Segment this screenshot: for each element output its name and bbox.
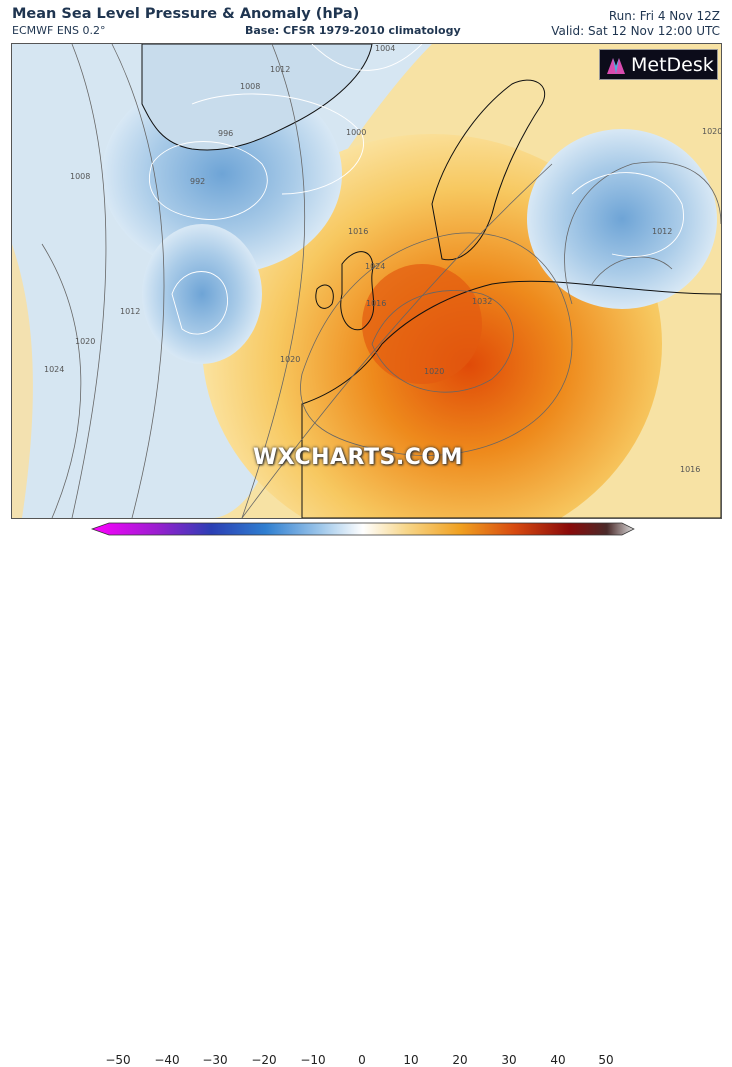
isobars-white [149,44,684,335]
isobar-label: 1000 [346,128,366,137]
colorbar-tick: −10 [300,1053,326,1067]
isobar-label: 996 [218,129,233,138]
isobar-label: 1016 [366,299,386,308]
isobar-label: 1004 [375,44,395,53]
colorbar-tick: −50 [105,1053,131,1067]
colorbar-tick: 20 [452,1053,468,1067]
isobar-label: 1016 [680,465,700,474]
isobar-label: 1008 [70,172,90,181]
isobar-label: 1032 [472,297,492,306]
colorbar-tick: 40 [550,1053,566,1067]
colorbar-tick: 30 [501,1053,517,1067]
logo-text: MetDesk [631,53,714,76]
colorbar-tick: −40 [154,1053,180,1067]
isobar-label: 1020 [75,337,95,346]
isobar-label: 1012 [270,65,290,74]
colorbar: −50 −40 −30 −20 −10 0 10 20 30 40 50 [0,517,732,1067]
valid-time: Valid: Sat 12 Nov 12:00 UTC [551,24,720,38]
isobar-label: 1024 [44,365,64,374]
wxcharts-watermark: WXCHARTS.COM [253,445,463,470]
british-isles-coast [340,251,375,331]
colorbar-tick: −30 [202,1053,228,1067]
isobar-label: 1024 [365,262,385,271]
pressure-map: 1004 1012 1008 996 992 1000 1008 1012 10… [12,44,721,518]
isobar-label: 1012 [120,307,140,316]
colorbar-scale [90,522,635,536]
greenland-coast [141,44,373,151]
map-title: Mean Sea Level Pressure & Anomaly (hPa) [12,6,360,22]
isobar-label: 1020 [702,127,721,136]
isobar-label: 1020 [280,355,300,364]
map-panel[interactable]: 1004 1012 1008 996 992 1000 1008 1012 10… [11,43,722,519]
atlantic-low [142,224,262,364]
isobar-label: 992 [190,177,205,186]
colorbar-tick: 10 [403,1053,419,1067]
colorbar-tick: 0 [358,1053,366,1067]
isobar-label: 1012 [652,227,672,236]
header: Mean Sea Level Pressure & Anomaly (hPa) … [0,0,732,42]
scandinavia-coast [431,79,546,261]
isobars [41,44,721,518]
isobar-label: 1016 [348,227,368,236]
isobar-label: 1008 [240,82,260,91]
metdesk-mark-icon [607,57,625,74]
metdesk-logo: MetDesk [599,49,718,80]
run-time: Run: Fri 4 Nov 12Z [608,9,720,23]
russian-low [527,129,717,309]
isobar-labels: 1004 1012 1008 996 992 1000 1008 1012 10… [44,44,721,474]
europe-coast [301,280,721,518]
model-label: ECMWF ENS 0.2° [12,24,106,37]
colorbar-tick: 50 [598,1053,614,1067]
colorbar-tick: −20 [251,1053,277,1067]
climatology-base: Base: CFSR 1979-2010 climatology [245,24,461,37]
isobar-label: 1020 [424,367,444,376]
